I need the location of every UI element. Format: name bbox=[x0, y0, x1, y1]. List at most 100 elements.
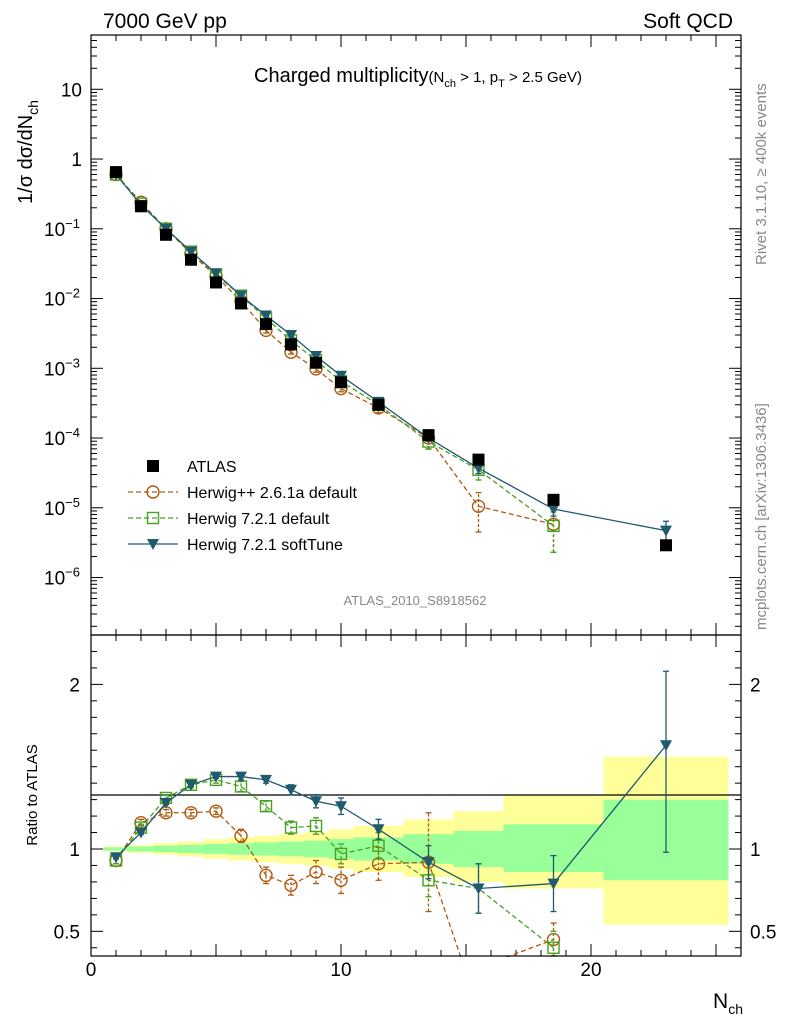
tick-base: 10 bbox=[44, 429, 65, 450]
y-tick-label-ratio-right: 1 bbox=[750, 840, 761, 861]
data-point bbox=[285, 784, 297, 796]
data-point bbox=[260, 774, 272, 786]
tick-base: 10 bbox=[44, 220, 65, 241]
stat-uncertainty-band bbox=[253, 842, 279, 856]
legend-marker bbox=[146, 511, 160, 525]
main-series-atlas bbox=[110, 166, 672, 552]
mcplots-label: mcplots.cern.ch [arXiv:1306.3436] bbox=[753, 403, 770, 630]
legend-label: Herwig++ 2.6.1a default bbox=[187, 485, 357, 502]
data-point bbox=[310, 350, 322, 362]
data-point bbox=[185, 246, 197, 258]
ratio-y-axis-label: Ratio to ATLAS bbox=[24, 744, 41, 845]
data-point bbox=[235, 771, 247, 783]
data-point bbox=[185, 779, 197, 791]
stat-uncertainty-band bbox=[153, 845, 179, 853]
legend-label: Herwig 7.2.1 default bbox=[187, 511, 330, 528]
data-point bbox=[372, 398, 385, 411]
tick-exponent: −2 bbox=[65, 286, 80, 301]
category-label: Soft QCD bbox=[643, 10, 733, 33]
data-point bbox=[371, 857, 386, 871]
data-point bbox=[259, 868, 273, 883]
series-line bbox=[115, 174, 554, 527]
stat-uncertainty-band bbox=[128, 846, 154, 852]
data-point bbox=[547, 493, 560, 506]
tick-exponent: −3 bbox=[65, 355, 80, 370]
ratio-series-herwig-2-6-1a-default bbox=[109, 804, 561, 974]
data-point bbox=[210, 771, 222, 783]
legend-label: Herwig 7.2.1 softTune bbox=[187, 537, 343, 554]
y-tick-label-main: 10−1 bbox=[44, 216, 80, 241]
stat-uncertainty-band bbox=[103, 847, 129, 851]
plot-title: Charged multiplicity(Nch > 1, pT > 2.5 G… bbox=[254, 65, 582, 90]
stat-uncertainty-band bbox=[303, 840, 329, 858]
stat-uncertainty-band bbox=[453, 830, 504, 868]
beam-label: 7000 GeV pp bbox=[103, 10, 227, 33]
data-point bbox=[334, 873, 348, 887]
stat-uncertainty-band bbox=[178, 844, 204, 854]
data-point bbox=[372, 839, 385, 852]
data-point bbox=[547, 519, 560, 533]
data-point bbox=[259, 800, 273, 813]
series-line bbox=[115, 810, 554, 974]
data-point bbox=[209, 804, 223, 818]
series-line bbox=[115, 174, 667, 532]
stat-uncertainty-band bbox=[203, 844, 229, 854]
y-tick-label-main: 10−5 bbox=[44, 495, 80, 520]
ratio-uncertainty-bands bbox=[103, 756, 729, 925]
data-point bbox=[422, 857, 435, 869]
data-point bbox=[234, 829, 248, 843]
data-point bbox=[335, 801, 347, 813]
ratio-overflow-mask bbox=[90, 957, 742, 1024]
data-point bbox=[547, 941, 560, 954]
main-ticks bbox=[90, 34, 742, 635]
data-point bbox=[310, 356, 322, 369]
analysis-id-label: ATLAS_2010_S8918562 bbox=[344, 593, 487, 608]
y-tick-label-main: 10−4 bbox=[44, 425, 80, 450]
tick-base: 10 bbox=[44, 569, 65, 590]
y-label-sub: ch bbox=[25, 100, 41, 115]
plot-title-text: Charged multiplicity bbox=[254, 65, 429, 87]
data-point bbox=[185, 253, 197, 266]
ratio-frame bbox=[90, 634, 742, 957]
series-line bbox=[115, 174, 554, 525]
main-series bbox=[109, 166, 672, 553]
ratio-series-herwig-7-2-1-softtune bbox=[110, 670, 672, 914]
data-point bbox=[135, 200, 147, 213]
tick-exponent: −6 bbox=[65, 565, 80, 580]
y-tick-label-main: 10−3 bbox=[44, 355, 80, 380]
y-tick-label-main: 10−6 bbox=[44, 565, 80, 590]
data-point bbox=[472, 463, 485, 475]
tick-base: 10 bbox=[44, 290, 65, 311]
rivet-version-label: Rivet 3.1.10, ≥ 400k events bbox=[753, 83, 770, 265]
legend-label: ATLAS bbox=[187, 459, 237, 476]
x-tick-label: 10 bbox=[330, 960, 351, 981]
data-point bbox=[660, 539, 672, 552]
data-point bbox=[110, 852, 122, 864]
data-point bbox=[184, 806, 198, 820]
x-label-sub: ch bbox=[728, 1001, 743, 1017]
tick-exponent: −4 bbox=[65, 425, 80, 440]
data-point bbox=[309, 865, 323, 879]
y-tick-label-main: 10−2 bbox=[44, 286, 80, 311]
y-label-prefix: 1/σ dσ/dN bbox=[15, 115, 37, 204]
data-point bbox=[235, 297, 247, 310]
y-tick-label-ratio-right: 2 bbox=[750, 675, 761, 696]
data-point bbox=[471, 499, 486, 514]
data-point bbox=[472, 883, 485, 895]
x-tick-labels: 0 10 20 bbox=[86, 960, 602, 981]
data-point bbox=[210, 268, 222, 280]
legend-entry: Herwig 7.2.1 softTune bbox=[128, 537, 343, 554]
data-point bbox=[284, 878, 298, 892]
data-point bbox=[285, 338, 297, 351]
legend-entry: ATLAS bbox=[147, 459, 237, 476]
data-point bbox=[422, 429, 435, 442]
data-point bbox=[160, 228, 172, 241]
data-point bbox=[160, 797, 172, 809]
data-point bbox=[260, 318, 272, 331]
legend-marker bbox=[147, 539, 159, 550]
data-point bbox=[547, 878, 560, 890]
ratio-y-tick-labels: 0.5 0.5 1 1 2 2 bbox=[54, 675, 777, 943]
